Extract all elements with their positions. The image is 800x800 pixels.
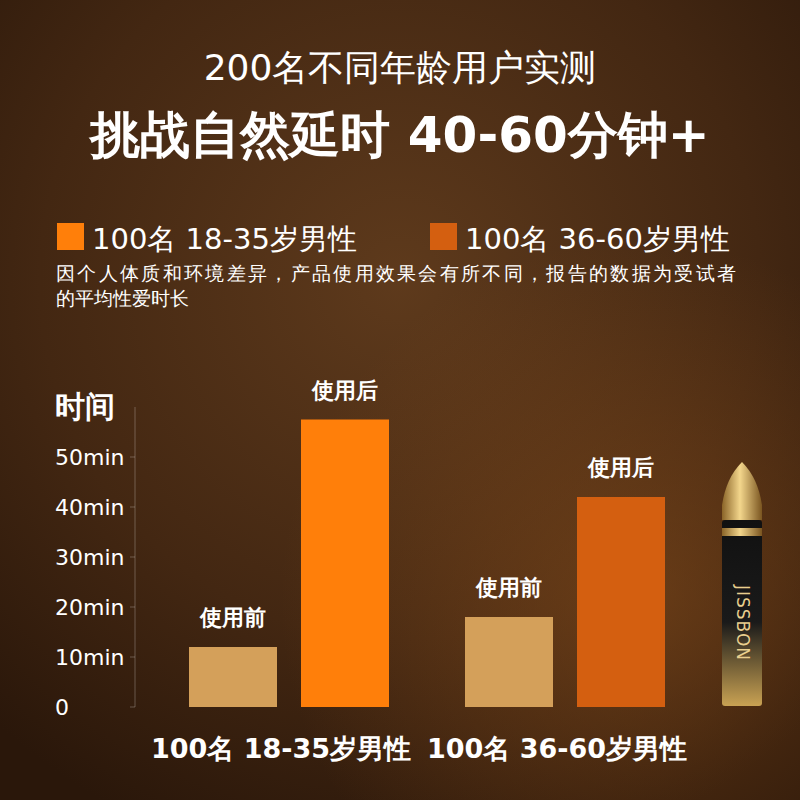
y-tick-label: 50min [55, 445, 124, 470]
bar [301, 420, 389, 708]
y-tick-label: 10min [55, 645, 124, 670]
y-tick-label: 40min [55, 495, 124, 520]
product: JISSBON [722, 462, 762, 706]
series-label: 使用后 [587, 455, 654, 480]
bar [465, 617, 553, 707]
series-label: 使用前 [199, 605, 266, 630]
legend-item: 100名 18-35岁男性 [57, 222, 357, 256]
product-text: JISSBON [733, 584, 753, 661]
chart: 200名不同年龄用户实测挑战自然延时 40-60分钟+ 100名 18-35岁男性… [0, 0, 800, 800]
y-tick [130, 457, 135, 458]
y-tick [130, 607, 135, 608]
note: 的平均性爱时长 [56, 287, 189, 309]
y-axis-label: 时间 [55, 389, 115, 424]
background [0, 0, 800, 800]
y-tick [130, 657, 135, 658]
legend-label: 100名 18-35岁男性 [92, 222, 357, 256]
series-label: 使用前 [475, 575, 542, 600]
y-tick-label: 30min [55, 545, 124, 570]
title: 挑战自然延时 40-60分钟+ [88, 106, 709, 164]
y-tick-label: 20min [55, 595, 124, 620]
legend-swatch [57, 223, 84, 250]
note: 因个人体质和环境差异，产品使用效果会有所不同，报告的数据为受试者 [56, 262, 736, 284]
series-label: 使用后 [311, 378, 378, 403]
bars [189, 420, 665, 708]
legend-item: 100名 36-60岁男性 [430, 222, 730, 256]
background-glow [0, 0, 800, 800]
legend-swatch [430, 223, 457, 250]
legend-label: 100名 36-60岁男性 [465, 222, 730, 256]
product-cap [722, 462, 762, 520]
bar [189, 647, 277, 707]
bar-labels: 使用前使用前使用后使用后 [199, 378, 654, 631]
product-band [722, 528, 762, 536]
y-tick [130, 707, 135, 708]
x-tick-label: 100名 36-60岁男性 [427, 733, 687, 764]
y-tick [130, 557, 135, 558]
x-tick-label: 100名 18-35岁男性 [151, 733, 411, 764]
subtitle: 200名不同年龄用户实测 [204, 47, 597, 88]
y-tick-label: 0 [55, 695, 69, 720]
y-tick [130, 507, 135, 508]
product-body [722, 520, 762, 706]
bar [577, 497, 665, 707]
